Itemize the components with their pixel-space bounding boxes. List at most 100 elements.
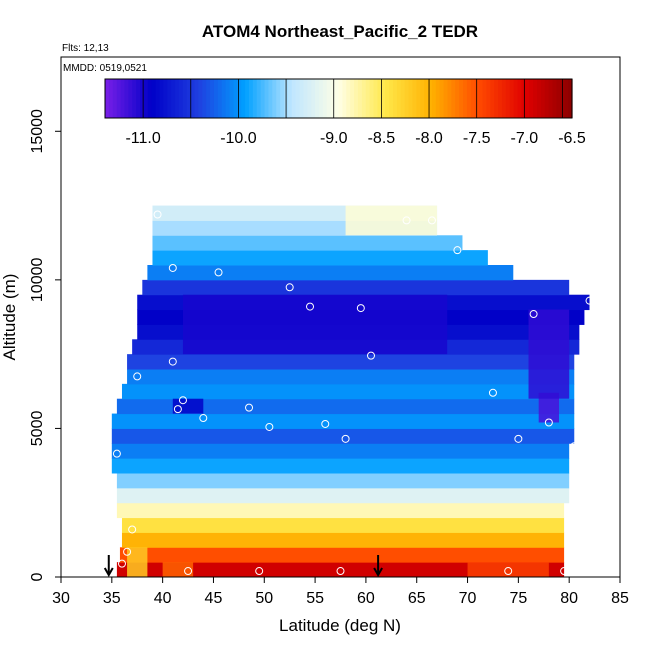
observation-marker (427, 216, 436, 225)
observation-marker (306, 302, 315, 311)
chart-title: ATOM4 Northeast_Pacific_2 TEDR (202, 22, 478, 41)
observation-marker (184, 567, 193, 576)
colorbar-segment (178, 79, 184, 118)
colorbar-segment (210, 79, 215, 118)
heatmap-layer (142, 279, 570, 296)
observation-markers (112, 210, 594, 576)
x-tick-label: 40 (154, 590, 172, 607)
observation-marker (529, 310, 538, 319)
colorbar-segment (295, 79, 301, 118)
colorbar-segment (291, 79, 297, 118)
x-tick-label: 65 (408, 590, 426, 607)
observation-marker (255, 567, 264, 576)
colorbar-segment (400, 79, 406, 118)
observation-marker (128, 525, 137, 534)
colorbar-segment (112, 79, 118, 118)
colorbar-segment (151, 79, 157, 118)
colorbar-segment (455, 79, 460, 118)
observation-marker (168, 357, 177, 366)
colorbar-segment (128, 79, 133, 118)
plot-frame (60, 56, 621, 578)
colorbar-segment (463, 79, 468, 118)
colorbar-segment (276, 79, 281, 118)
x-tick-label: 80 (560, 590, 578, 607)
colorbar-segment (326, 79, 332, 118)
heatmap-layer (116, 487, 570, 504)
observation-marker (585, 296, 594, 305)
heatmap-layer (111, 458, 570, 474)
heatmap-layer (127, 354, 575, 370)
colorbar-segment (540, 79, 546, 118)
observation-marker (123, 547, 132, 556)
colorbar-segment (116, 79, 122, 118)
colorbar-segment (307, 79, 312, 118)
x-tick-label: 70 (459, 590, 477, 607)
colorbar-segment (194, 79, 199, 118)
colorbar-tick-label: -8.5 (368, 130, 396, 147)
colorbar-segment (256, 79, 262, 118)
colorbar-segment (338, 79, 343, 118)
heatmap-layer (116, 473, 570, 489)
heatmap-patch (538, 392, 560, 423)
colorbar-segment (155, 79, 161, 118)
colorbar-segment (424, 79, 429, 118)
observation-marker (504, 567, 513, 576)
colorbar-segment (556, 79, 561, 118)
x-tick-label: 85 (611, 590, 629, 607)
colorbar-segment (509, 79, 515, 118)
observation-marker (341, 434, 350, 443)
heatmap-layer (111, 413, 575, 429)
colorbar-tick-label: -10.0 (220, 130, 257, 147)
y-tick-label: 5000 (29, 411, 46, 447)
heatmap-layer (127, 369, 575, 385)
heatmap-layer (147, 265, 514, 281)
heatmap-layer (116, 502, 565, 519)
colorbar-segment (470, 79, 476, 118)
colorbar-segment (334, 79, 340, 118)
observation-marker (366, 351, 375, 360)
colorbar-segment (319, 79, 324, 118)
observation-marker (570, 442, 579, 451)
observation-marker (321, 419, 330, 428)
colorbar-segment (213, 79, 219, 118)
colorbar-segment (389, 79, 394, 118)
x-tick-label: 75 (509, 590, 527, 607)
colorbar-segment (564, 79, 569, 118)
x-tick-label: 50 (255, 590, 273, 607)
colorbar-segment (396, 79, 402, 118)
heatmap-layer (116, 398, 575, 415)
colorbar-segment (163, 79, 168, 118)
colorbar-segment (443, 79, 449, 118)
colorbar-segment (548, 79, 554, 118)
x-axis-label: Latitude (deg N) (279, 616, 401, 635)
colorbar-segment (252, 79, 258, 118)
colorbar-segment (521, 79, 526, 118)
heatmap-layer (152, 235, 463, 251)
colorbar-segment (248, 79, 254, 118)
colorbar-segment (435, 79, 441, 118)
colorbar-segment (311, 79, 316, 118)
colorbar-segment (186, 79, 192, 118)
colorbar-tick-label: -6.5 (558, 130, 586, 147)
x-axis: 30 35 40 45 50 55 60 65 70 75 80 85 (52, 577, 629, 607)
observation-marker (214, 268, 223, 277)
heatmap-layer (121, 383, 575, 400)
colorbar-tick-label: -8.0 (415, 130, 443, 147)
colorbar-segment (513, 79, 519, 118)
colorbar-segment (357, 79, 363, 118)
colorbar-segment (299, 79, 305, 118)
colorbar-segment (272, 79, 277, 118)
colorbar-segment (420, 79, 425, 118)
colorbar-segment (105, 79, 110, 118)
colorbar-segment (498, 79, 503, 118)
x-tick-label: 45 (205, 590, 223, 607)
colorbar-segment (175, 79, 180, 118)
colorbar-segment (544, 79, 550, 118)
heatmap-layer (152, 250, 488, 266)
colorbar-segment (108, 79, 114, 118)
colorbar-segment (365, 79, 371, 118)
observation-marker (112, 449, 121, 458)
colorbar-segment (241, 79, 246, 118)
colorbar-segment (132, 79, 137, 118)
